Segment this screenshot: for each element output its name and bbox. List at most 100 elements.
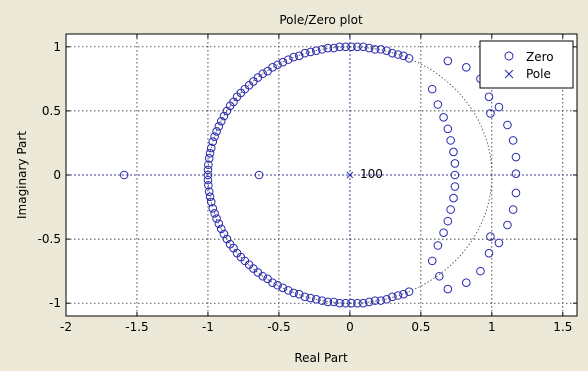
zero-marker <box>399 289 408 299</box>
zero-marker <box>294 51 304 61</box>
zero-marker <box>283 286 293 295</box>
zero-marker <box>347 42 356 52</box>
zero-marker <box>219 111 229 121</box>
x-axis-label: Real Part <box>294 351 348 365</box>
zero-marker <box>258 69 268 79</box>
zero-marker <box>329 43 339 53</box>
zero-marker <box>219 229 229 239</box>
x-tick-label: -2 <box>60 320 72 334</box>
zero-marker <box>300 292 310 302</box>
y-tick-label: -0.5 <box>38 232 61 246</box>
zero-marker <box>364 43 374 53</box>
zero-marker <box>300 48 310 58</box>
zero-marker <box>486 109 495 118</box>
legend-zero-label: Zero <box>526 50 554 64</box>
zero-marker <box>206 197 216 207</box>
zero-marker <box>370 45 380 54</box>
zero-marker <box>329 297 339 307</box>
zero-marker <box>511 188 521 198</box>
zero-marker <box>258 271 268 281</box>
zero-marker <box>508 205 518 214</box>
pole-multiplicity-label: 100 <box>360 167 383 181</box>
zero-marker <box>311 295 321 304</box>
y-tick-label: 1 <box>53 40 61 54</box>
zero-marker <box>268 278 277 287</box>
x-tick-label: 0 <box>346 320 354 334</box>
zero-marker <box>273 280 282 290</box>
zero-marker <box>486 232 495 241</box>
zero-marker <box>204 187 214 196</box>
legend-zero-marker <box>504 51 514 61</box>
x-tick-label: -1 <box>202 320 214 334</box>
zero-marker <box>503 120 512 130</box>
zero-marker <box>443 124 453 134</box>
zero-marker <box>404 287 414 296</box>
zero-marker <box>335 298 344 308</box>
zero-marker <box>427 256 437 266</box>
zero-marker <box>323 43 333 53</box>
zero-marker <box>511 152 521 162</box>
zero-marker <box>450 159 460 168</box>
zero-marker <box>358 42 368 52</box>
zero-marker <box>347 298 356 308</box>
zero-marker <box>484 92 494 102</box>
zero-marker <box>294 289 304 299</box>
zero-marker <box>119 170 129 180</box>
zero-marker <box>323 297 333 307</box>
zero-marker <box>494 102 504 112</box>
zero-marker <box>446 205 455 214</box>
zero-marker <box>427 84 437 94</box>
legend: Zero Pole <box>479 40 574 89</box>
x-tick-label: 0.5 <box>411 320 430 334</box>
zero-marker <box>335 42 344 52</box>
zero-marker <box>388 48 397 58</box>
zero-marker <box>214 219 224 229</box>
x-tick-label: 1.5 <box>553 320 572 334</box>
zero-marker <box>443 284 453 294</box>
zero-marker <box>268 63 277 72</box>
zero-marker <box>439 113 448 122</box>
zero-marker <box>364 297 374 307</box>
y-axis-label: Imaginary Part <box>15 131 29 219</box>
zero-marker <box>341 42 350 52</box>
zero-marker <box>508 136 518 145</box>
zero-marker <box>278 57 288 67</box>
zero-marker <box>204 180 213 190</box>
zero-marker <box>216 224 226 234</box>
y-tick-label: -1 <box>49 296 61 310</box>
zero-marker <box>208 137 218 146</box>
zero-marker <box>450 170 460 180</box>
unit-circle <box>207 46 493 304</box>
zero-marker <box>283 55 293 64</box>
legend-box <box>479 40 574 89</box>
unit-circle-path <box>207 46 493 304</box>
zero-marker <box>222 234 232 244</box>
zero-marker <box>203 170 213 180</box>
zero-marker <box>216 116 226 126</box>
zero-marker <box>376 45 386 54</box>
zero-marker <box>476 266 485 276</box>
pole-marker <box>346 171 354 179</box>
zero-marker <box>388 292 397 302</box>
legend-pole-marker <box>504 69 514 79</box>
zero-marker <box>205 148 215 158</box>
zero-marker <box>511 169 521 179</box>
zero-marker <box>433 241 443 250</box>
zero-marker <box>443 216 453 226</box>
zero-marker <box>382 46 391 55</box>
zero-marker <box>210 132 219 141</box>
zero-marker <box>289 52 298 62</box>
zero-marker <box>289 288 298 298</box>
zero-marker <box>212 127 221 136</box>
zero-marker <box>358 298 368 308</box>
zero-marker <box>204 160 213 170</box>
zero-marker <box>210 209 219 218</box>
zero-marker <box>204 154 214 163</box>
zero-marker <box>439 228 448 237</box>
zero-marker <box>393 50 403 59</box>
data-markers <box>119 42 521 308</box>
zero-marker <box>370 296 380 305</box>
zero-marker <box>382 295 391 304</box>
zero-marker <box>376 296 386 305</box>
